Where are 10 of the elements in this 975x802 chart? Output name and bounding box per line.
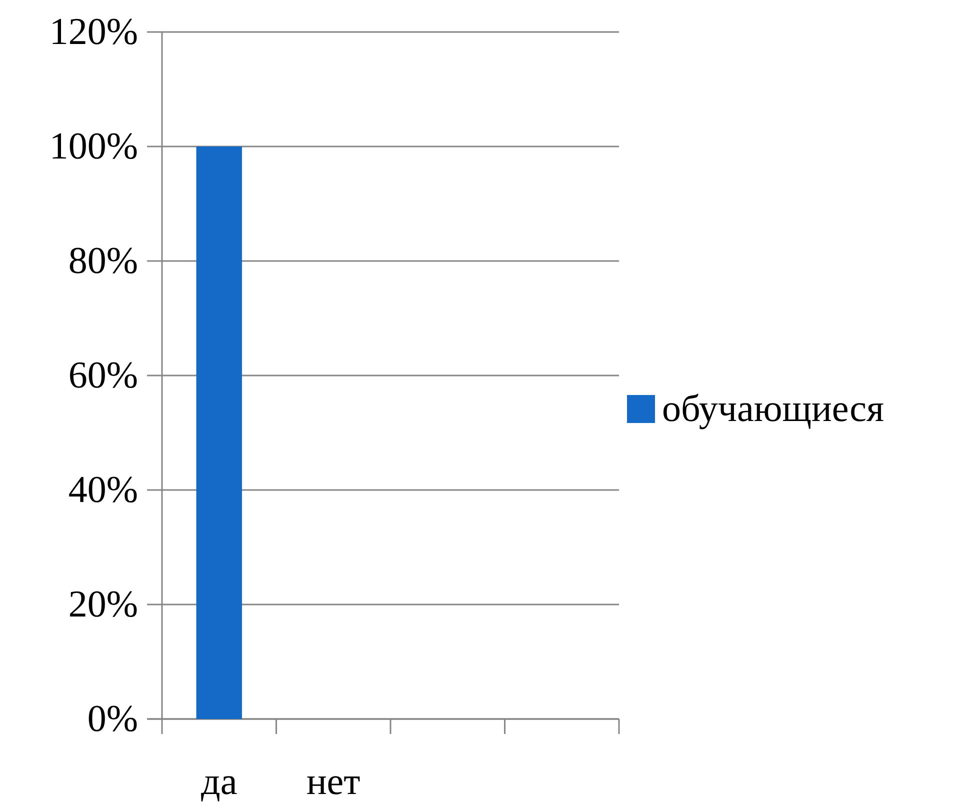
y-tick-label: 120% <box>49 11 138 53</box>
x-tick-label: нет <box>306 761 361 802</box>
y-tick-label: 0% <box>87 698 138 740</box>
y-tick-label: 60% <box>68 354 138 396</box>
y-tick-label: 40% <box>68 469 138 511</box>
legend-label: обучающиеся <box>662 388 884 430</box>
y-tick-label: 100% <box>49 126 138 168</box>
x-tick-label: да <box>201 761 238 802</box>
y-tick-label: 80% <box>68 240 138 282</box>
y-tick-label: 20% <box>68 584 138 626</box>
